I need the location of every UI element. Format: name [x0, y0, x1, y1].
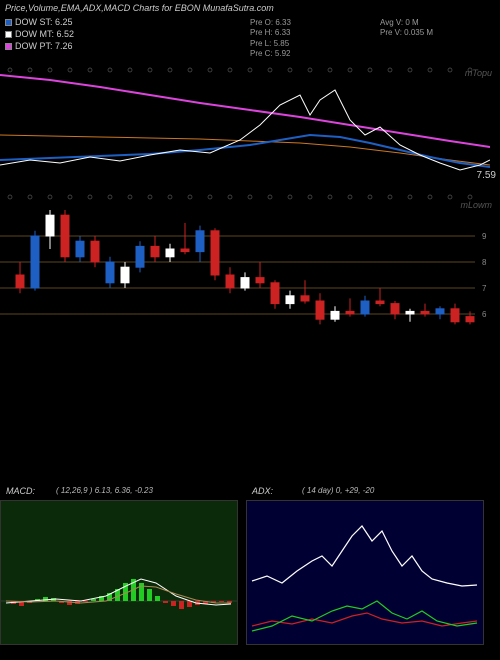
- candlestick-pane: 6 7 8 9: [0, 210, 490, 340]
- macd-panel: MACD: ( 12,26,9 ) 6.13, 6.36, -0.23: [0, 500, 238, 645]
- watermark-bottom: mLowm: [460, 200, 492, 210]
- legend-label: DOW MT: 6.52: [15, 29, 74, 39]
- ema-overlay-pane: [0, 65, 490, 205]
- macd-title: MACD:: [6, 486, 35, 496]
- legend-item: DOW ST: 6.25: [5, 17, 73, 27]
- price-info-col2: Avg V: 0 MPre V: 0.035 M: [380, 18, 433, 39]
- adx-params: ( 14 day) 0, +29, -20: [302, 486, 374, 495]
- svg-text:8: 8: [482, 258, 487, 267]
- indicator-row: MACD: ( 12,26,9 ) 6.13, 6.36, -0.23 ADX:…: [0, 500, 490, 650]
- macd-params: ( 12,26,9 ) 6.13, 6.36, -0.23: [56, 486, 153, 495]
- legend-label: DOW PT: 7.26: [15, 41, 73, 51]
- price-tag: 7.59: [477, 170, 496, 181]
- svg-text:9: 9: [482, 232, 487, 241]
- legend-item: DOW MT: 6.52: [5, 29, 74, 39]
- page-title: Price,Volume,EMA,ADX,MACD Charts for EBO…: [0, 0, 500, 16]
- legend-item: DOW PT: 7.26: [5, 41, 73, 51]
- legend-label: DOW ST: 6.25: [15, 17, 73, 27]
- svg-text:6: 6: [482, 310, 487, 319]
- svg-text:7: 7: [482, 284, 487, 293]
- adx-title: ADX:: [252, 486, 273, 496]
- adx-panel: ADX: ( 14 day) 0, +29, -20: [246, 500, 484, 645]
- price-info-col1: Pre O: 6.33Pre H: 6.33Pre L: 5.85Pre C: …: [250, 18, 291, 60]
